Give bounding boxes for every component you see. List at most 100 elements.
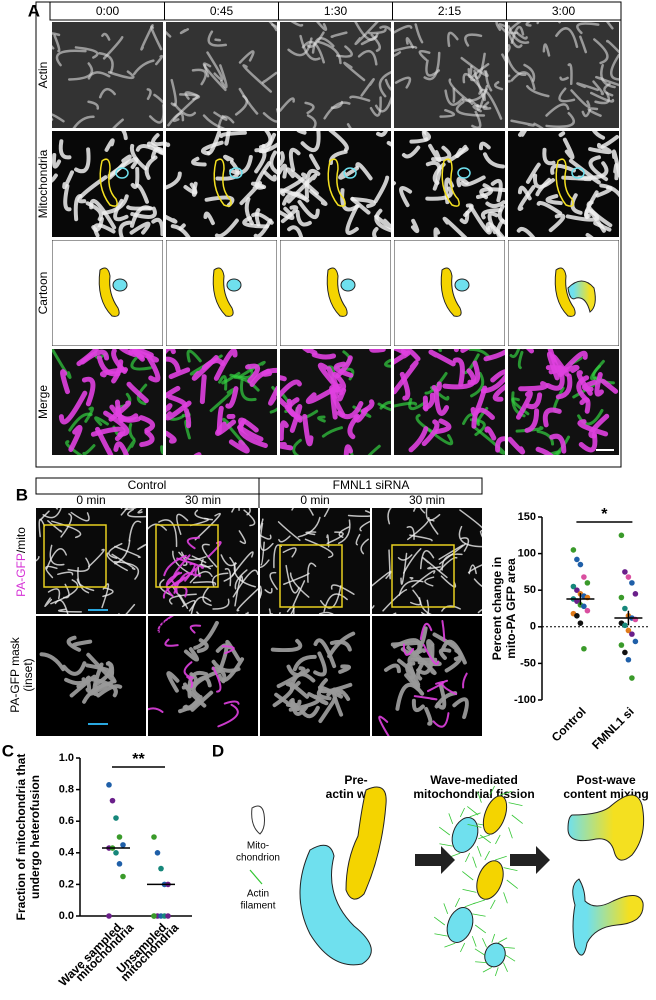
structure xyxy=(229,155,253,175)
structure xyxy=(490,369,505,383)
structure xyxy=(186,536,200,550)
structure xyxy=(246,508,251,516)
data-point xyxy=(158,865,164,872)
structure xyxy=(400,552,408,585)
structure xyxy=(126,205,153,211)
structure xyxy=(297,199,320,220)
structure xyxy=(138,415,155,433)
actin-filament xyxy=(469,812,481,818)
structure xyxy=(84,406,94,423)
structure xyxy=(228,439,250,454)
structure xyxy=(357,49,378,66)
actin-filament xyxy=(434,933,448,937)
structure xyxy=(114,399,124,424)
structure xyxy=(148,523,167,531)
structure xyxy=(413,508,416,512)
structure xyxy=(102,36,124,60)
structure xyxy=(268,22,277,32)
actin-filament xyxy=(503,892,508,904)
image-cell xyxy=(372,616,482,736)
structure xyxy=(518,131,527,137)
structure xyxy=(260,518,264,531)
structure xyxy=(588,155,609,182)
structure xyxy=(170,78,178,107)
actin-filament xyxy=(495,855,507,861)
mito-yellow xyxy=(345,786,387,900)
data-point xyxy=(629,675,635,681)
group-label: FMNL1 siRNA xyxy=(333,478,410,492)
structure xyxy=(438,647,452,660)
structure xyxy=(536,429,555,446)
image-cell xyxy=(394,22,505,128)
data-point xyxy=(622,605,628,612)
data-point xyxy=(622,569,628,575)
actin-filament xyxy=(484,850,490,861)
actin-filament xyxy=(503,962,508,972)
structure xyxy=(87,71,111,80)
mito-mixed xyxy=(572,878,644,956)
outline-yellow xyxy=(327,158,346,207)
structure xyxy=(90,426,126,442)
image-cell xyxy=(280,131,391,237)
structure xyxy=(212,598,230,610)
structure xyxy=(168,367,191,380)
structure xyxy=(146,88,152,101)
time-label: 0:45 xyxy=(210,4,234,18)
data-point xyxy=(116,861,123,867)
data-point xyxy=(113,850,119,856)
structure xyxy=(284,404,303,423)
structure xyxy=(245,363,261,384)
structure xyxy=(517,350,524,370)
cartoon-yellow xyxy=(98,267,120,317)
structure xyxy=(376,131,388,137)
structure xyxy=(129,143,148,171)
structure xyxy=(338,526,350,538)
structure xyxy=(313,638,337,669)
structure xyxy=(203,63,210,78)
structure xyxy=(478,141,491,151)
structure xyxy=(345,204,359,235)
data-point xyxy=(106,782,112,788)
data-point xyxy=(120,842,126,848)
structure xyxy=(233,562,257,588)
structure xyxy=(394,349,409,357)
data-point xyxy=(116,834,123,840)
structure xyxy=(191,555,207,564)
structure xyxy=(378,715,390,736)
structure xyxy=(244,197,254,226)
mito-fragment xyxy=(451,817,479,853)
structure xyxy=(64,675,91,686)
timepoint-label: 0 min xyxy=(76,493,105,507)
structure xyxy=(394,360,419,395)
structure xyxy=(441,620,446,642)
panel-label: C xyxy=(2,741,14,760)
structure xyxy=(343,61,366,82)
structure xyxy=(268,385,277,406)
structure xyxy=(526,85,550,98)
structure xyxy=(410,589,422,606)
mito-cyan xyxy=(299,844,372,966)
timepoint-label: 30 min xyxy=(185,493,221,507)
structure xyxy=(39,510,50,521)
structure xyxy=(419,508,426,514)
structure xyxy=(206,51,224,81)
structure xyxy=(280,379,302,399)
structure xyxy=(52,32,61,50)
structure xyxy=(113,441,130,455)
structure xyxy=(190,690,214,712)
structure xyxy=(585,232,594,237)
structure xyxy=(261,368,273,377)
structure xyxy=(360,77,375,97)
significance: * xyxy=(601,506,608,523)
structure xyxy=(384,358,391,368)
structure xyxy=(202,586,212,606)
x-tick-label: Control xyxy=(549,704,589,744)
structure xyxy=(432,162,446,185)
structure xyxy=(369,96,382,117)
actin-filament xyxy=(508,802,523,807)
structure xyxy=(468,204,492,235)
structure xyxy=(606,39,619,54)
structure xyxy=(176,513,189,535)
y-tick-label: 1.0 xyxy=(59,752,74,764)
